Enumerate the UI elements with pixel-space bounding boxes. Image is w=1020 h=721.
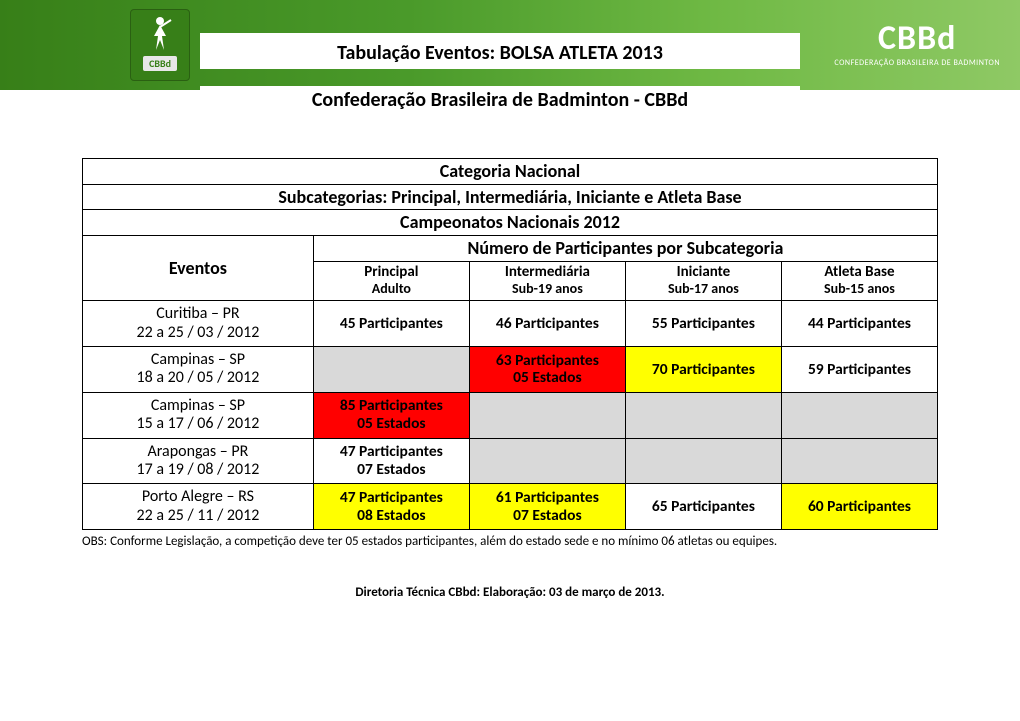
event-city: Curitiba – PR: [85, 305, 311, 323]
page-subtitle: Confederação Brasileira de Badminton - C…: [200, 86, 800, 114]
col-top: Intermediária: [505, 263, 590, 281]
data-cell: [625, 392, 781, 438]
col-iniciante: Iniciante Sub-17 anos: [625, 261, 781, 301]
data-cell: [781, 392, 937, 438]
col-top: Iniciante: [677, 263, 731, 281]
data-cell: 85 Participantes05 Estados: [313, 392, 469, 438]
event-date: 22 a 25 / 11 / 2012: [85, 507, 311, 525]
col-top: Principal: [364, 263, 418, 281]
brand-big-text: CBBd: [834, 22, 1000, 56]
data-cell: [469, 438, 625, 484]
table-row: Arapongas – PR17 a 19 / 08 / 201247 Part…: [83, 438, 938, 484]
data-cell: 70 Participantes: [625, 347, 781, 393]
cell-line2: 05 Estados: [318, 415, 465, 433]
data-cell: 59 Participantes: [781, 347, 937, 393]
cell-line2: 07 Estados: [318, 461, 465, 479]
event-cell: Arapongas – PR17 a 19 / 08 / 2012: [83, 438, 314, 484]
table-header-row-2: Subcategorias: Principal, Intermediária,…: [83, 184, 938, 210]
event-date: 22 a 25 / 03 / 2012: [85, 324, 311, 342]
data-cell: 44 Participantes: [781, 301, 937, 347]
campeonatos-header: Campeonatos Nacionais 2012: [83, 210, 938, 236]
footer-note: Diretoria Técnica CBbd: Elaboração: 03 d…: [82, 585, 938, 600]
title-block: Tabulação Eventos: BOLSA ATLETA 2013: [200, 33, 800, 69]
categoria-header: Categoria Nacional: [83, 159, 938, 185]
events-table: Categoria Nacional Subcategorias: Princi…: [82, 158, 938, 530]
data-cell: 45 Participantes: [313, 301, 469, 347]
col-atletabase: Atleta Base Sub-15 anos: [781, 261, 937, 301]
data-cell: [625, 438, 781, 484]
content-area: Categoria Nacional Subcategorias: Princi…: [0, 90, 1020, 600]
event-date: 17 a 19 / 08 / 2012: [85, 461, 311, 479]
logo-box: CBBd: [130, 9, 190, 81]
table-row: Campinas – SP15 a 17 / 06 / 201285 Parti…: [83, 392, 938, 438]
data-cell: [781, 438, 937, 484]
event-cell: Campinas – SP15 a 17 / 06 / 2012: [83, 392, 314, 438]
brand-small-text: CONFEDERAÇÃO BRASILEIRA DE BADMINTON: [834, 58, 1000, 68]
event-date: 15 a 17 / 06 / 2012: [85, 415, 311, 433]
col-sub: Adulto: [372, 280, 411, 297]
table-row: Porto Alegre – RS22 a 25 / 11 / 201247 P…: [83, 484, 938, 530]
numero-header: Número de Participantes por Subcategoria: [313, 236, 937, 262]
cell-line2: 05 Estados: [474, 369, 621, 387]
event-city: Campinas – SP: [85, 351, 311, 369]
event-cell: Campinas – SP18 a 20 / 05 / 2012: [83, 347, 314, 393]
cell-line1: 63 Participantes: [474, 352, 621, 370]
page-title: Tabulação Eventos: BOLSA ATLETA 2013: [200, 39, 800, 67]
subcategorias-header: Subcategorias: Principal, Intermediária,…: [83, 184, 938, 210]
table-header-row-4: Eventos Número de Participantes por Subc…: [83, 236, 938, 262]
data-cell: 60 Participantes: [781, 484, 937, 530]
event-city: Arapongas – PR: [85, 443, 311, 461]
cell-line1: 61 Participantes: [474, 489, 621, 507]
data-cell: 65 Participantes: [625, 484, 781, 530]
cell-line1: 85 Participantes: [318, 397, 465, 415]
cell-line1: 47 Participantes: [318, 489, 465, 507]
event-city: Porto Alegre – RS: [85, 488, 311, 506]
data-cell: 47 Participantes08 Estados: [313, 484, 469, 530]
data-cell: 46 Participantes: [469, 301, 625, 347]
eventos-label: Eventos: [83, 236, 314, 301]
cell-line1: 47 Participantes: [318, 443, 465, 461]
event-date: 18 a 20 / 05 / 2012: [85, 369, 311, 387]
event-cell: Curitiba – PR22 a 25 / 03 / 2012: [83, 301, 314, 347]
event-city: Campinas – SP: [85, 397, 311, 415]
col-sub: Sub-15 anos: [824, 280, 895, 297]
logo-figure-icon: [145, 14, 175, 54]
data-cell: 61 Participantes07 Estados: [469, 484, 625, 530]
data-cell: [313, 347, 469, 393]
col-sub: Sub-19 anos: [512, 280, 583, 297]
table-header-row-3: Campeonatos Nacionais 2012: [83, 210, 938, 236]
logo-text: CBBd: [143, 56, 177, 71]
event-cell: Porto Alegre – RS22 a 25 / 11 / 2012: [83, 484, 314, 530]
table-header-row-1: Categoria Nacional: [83, 159, 938, 185]
brand-right: CBBd CONFEDERAÇÃO BRASILEIRA DE BADMINTO…: [834, 22, 1000, 68]
cell-line2: 07 Estados: [474, 507, 621, 525]
col-sub: Sub-17 anos: [668, 280, 739, 297]
col-top: Atleta Base: [824, 263, 894, 281]
cell-line2: 08 Estados: [318, 507, 465, 525]
col-principal: Principal Adulto: [313, 261, 469, 301]
table-row: Curitiba – PR22 a 25 / 03 / 201245 Parti…: [83, 301, 938, 347]
data-cell: [469, 392, 625, 438]
data-cell: 63 Participantes05 Estados: [469, 347, 625, 393]
col-intermediaria: Intermediária Sub-19 anos: [469, 261, 625, 301]
data-cell: 55 Participantes: [625, 301, 781, 347]
data-cell: 47 Participantes07 Estados: [313, 438, 469, 484]
table-row: Campinas – SP18 a 20 / 05 / 2012 63 Part…: [83, 347, 938, 393]
obs-note: OBS: Conforme Legislação, a competição d…: [82, 534, 938, 549]
